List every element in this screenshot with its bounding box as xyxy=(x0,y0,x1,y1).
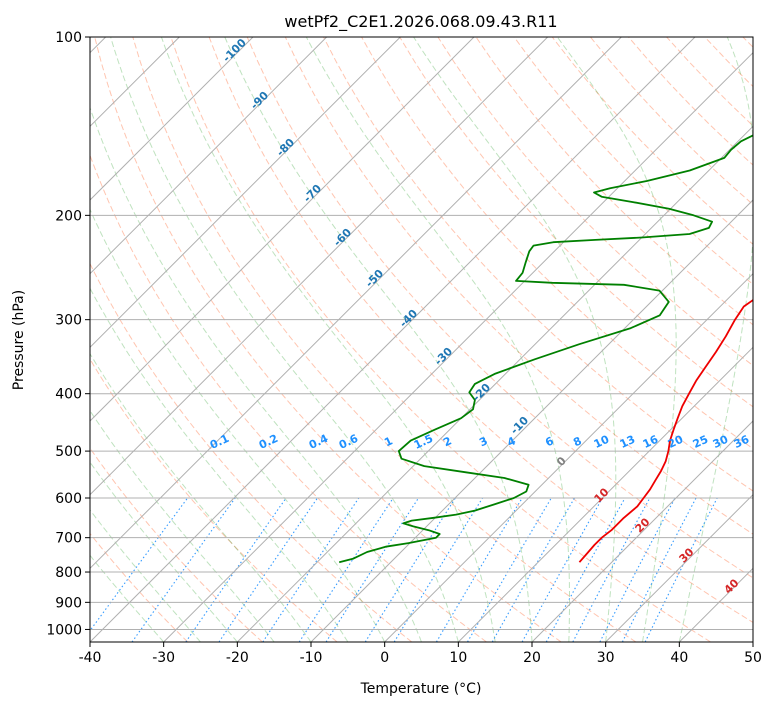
dry-adiabat xyxy=(90,153,487,642)
mixing-ratio-line xyxy=(393,497,483,642)
mixing-ratio-line xyxy=(621,497,697,642)
x-tick-label: 0 xyxy=(380,650,389,666)
dry-adiabat xyxy=(284,37,753,535)
y-tick-label: 600 xyxy=(55,491,82,507)
x-tick-label: -30 xyxy=(152,650,175,666)
isotherm-gridline xyxy=(531,420,753,642)
moist-adiabat xyxy=(90,208,386,642)
dry-adiabat xyxy=(90,358,338,642)
temperature-profile xyxy=(578,298,753,563)
mixing-ratio-label: 16 xyxy=(641,433,661,451)
mixing-ratio-line xyxy=(545,497,626,642)
dry-adiabat xyxy=(90,532,189,642)
y-tick-label: 400 xyxy=(55,387,82,403)
isotherm-gridline xyxy=(163,51,753,642)
moist-adiabat xyxy=(160,37,496,642)
x-tick-label: -20 xyxy=(226,650,249,666)
dry-adiabat xyxy=(170,37,711,642)
dry-adiabat xyxy=(399,37,753,408)
dry-adiabat xyxy=(90,262,413,642)
mixing-ratio-label: 36 xyxy=(732,433,752,451)
y-tick-label: 100 xyxy=(55,30,82,46)
mixing-ratio-line xyxy=(131,497,236,642)
mixing-ratio-line xyxy=(262,497,360,642)
isotherm-gridline xyxy=(90,37,254,201)
mixing-ratio-line xyxy=(572,497,651,642)
y-tick-label: 200 xyxy=(55,208,82,224)
mixing-ratio-label: 10 xyxy=(592,433,612,451)
y-tick-label: 300 xyxy=(55,313,82,329)
mixing-ratio-line xyxy=(364,497,456,642)
y-axis-label: Pressure (hPa) xyxy=(11,290,27,390)
moist-adiabat xyxy=(90,461,238,642)
moist-adiabat xyxy=(90,509,201,642)
x-tick-label: -40 xyxy=(79,650,102,666)
dry-adiabat xyxy=(513,37,753,285)
moist-adiabat xyxy=(90,287,349,642)
isotherm-gridline xyxy=(90,37,401,349)
moist-adiabat xyxy=(556,37,677,642)
dry-adiabat xyxy=(208,37,753,624)
y-tick-label: 800 xyxy=(55,565,82,581)
x-axis-label: Temperature (°C) xyxy=(360,681,482,697)
dry-adiabat xyxy=(94,37,562,642)
mixing-ratio-label: 25 xyxy=(691,433,710,451)
moist-adiabat xyxy=(678,37,753,642)
moist-adiabat xyxy=(90,554,165,642)
mixing-ratio-label: 13 xyxy=(618,433,637,451)
x-tick-label: 30 xyxy=(597,650,615,666)
x-tick-label: 10 xyxy=(449,650,467,666)
mixing-ratio-label: 20 xyxy=(666,433,686,451)
mixing-ratio-label: 30 xyxy=(711,433,731,451)
mixing-ratio-line xyxy=(90,497,189,632)
x-tick-label: 40 xyxy=(670,650,688,666)
x-tick-label: 50 xyxy=(744,650,762,666)
isotherm-gridline xyxy=(384,272,753,642)
moist-adiabat xyxy=(90,409,275,642)
axes-and-labels: -100-90-80-70-60-50-40-30-20-100.1 0.2 0.4… xyxy=(46,30,762,666)
dry-adiabat xyxy=(361,37,753,450)
isotherm-gridline xyxy=(310,199,753,642)
mixing-ratio-line xyxy=(644,497,718,642)
isotherm-gridline xyxy=(605,493,753,642)
moist-adiabat xyxy=(224,37,533,642)
moist-adiabat xyxy=(90,106,422,642)
x-tick-label: 20 xyxy=(523,650,541,666)
dry-adiabat xyxy=(246,37,753,579)
x-tick-label: -10 xyxy=(300,650,323,666)
isotherm-gridline xyxy=(90,37,549,496)
dry-adiabat xyxy=(437,37,753,367)
y-tick-label: 500 xyxy=(55,444,82,460)
isotherm-gridline xyxy=(90,37,475,422)
moist-adiabat xyxy=(110,37,459,642)
mixing-ratio-line xyxy=(599,497,676,642)
isotherm-gridline xyxy=(457,346,753,642)
isotherm-gridline xyxy=(90,37,622,570)
moist-adiabat xyxy=(413,37,617,642)
plot-area xyxy=(90,37,753,642)
moist-adiabat xyxy=(305,37,570,642)
isotherm-gridline xyxy=(236,125,753,642)
axes-frame xyxy=(89,36,754,643)
isotherm-gridline xyxy=(90,37,696,642)
y-tick-label: 1000 xyxy=(46,622,82,638)
moist-adiabat xyxy=(90,352,312,642)
y-tick-label: 900 xyxy=(55,595,82,611)
isotherm-gridline xyxy=(90,37,328,275)
dry-adiabat xyxy=(90,447,263,642)
mixing-ratio-line xyxy=(435,497,523,642)
y-tick-label: 700 xyxy=(55,531,82,547)
dewpoint-profile xyxy=(338,134,753,564)
chart-title: wetPf2_C2E1.2026.068.09.43.R11 xyxy=(284,12,557,32)
